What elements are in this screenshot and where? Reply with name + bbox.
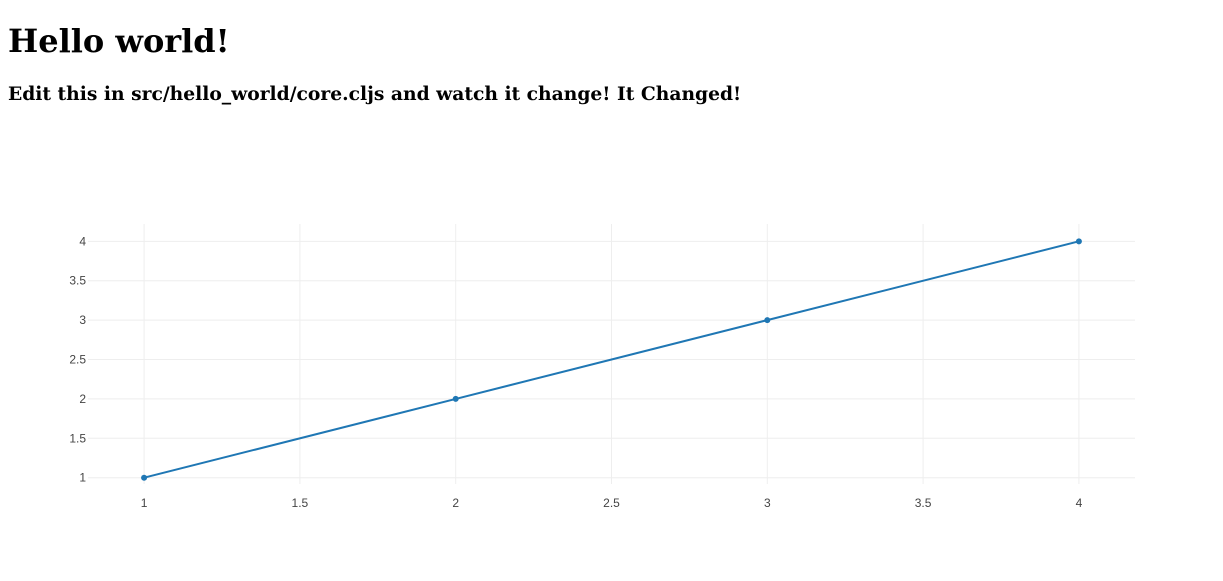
x-tick-label: 2 [452, 496, 459, 510]
page-subtitle: Edit this in src/hello_world/core.cljs a… [8, 83, 742, 105]
page-title: Hello world! [8, 22, 230, 60]
y-tick-label: 2 [79, 392, 86, 406]
x-tick-label: 1.5 [292, 496, 309, 510]
data-point [141, 474, 148, 481]
y-tick-label: 4 [79, 234, 86, 248]
y-tick-label: 1 [79, 471, 86, 485]
y-tick-label: 3.5 [69, 274, 86, 288]
x-tick-label: 3.5 [915, 496, 932, 510]
y-tick-label: 1.5 [69, 431, 86, 445]
y-tick-label: 2.5 [69, 353, 86, 367]
tick-labels: 1 1.5 2 2.5 3 3.5 4 1 1.5 2 2.5 3 3.5 4 [69, 234, 1082, 510]
y-tick-label: 3 [79, 313, 86, 327]
series-line [143, 240, 1080, 479]
gridlines [88, 224, 1135, 484]
data-point [452, 395, 459, 402]
data-layer [141, 238, 1082, 481]
x-tick-label: 2.5 [603, 496, 620, 510]
x-tick-label: 4 [1076, 496, 1083, 510]
x-tick-label: 1 [141, 496, 148, 510]
x-tick-label: 3 [764, 496, 771, 510]
data-point [764, 317, 771, 324]
data-point [1075, 238, 1082, 245]
